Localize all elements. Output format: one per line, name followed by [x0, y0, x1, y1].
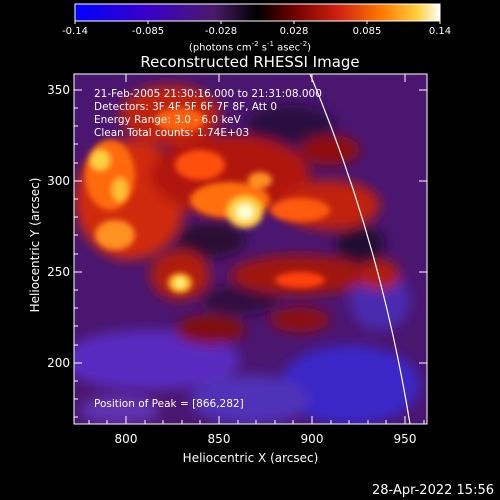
timestamp: 28-Apr-2022 15:56 — [372, 483, 494, 498]
peak-position: Position of Peak = [866,282] — [94, 398, 244, 410]
y-tick-label: 300 — [47, 174, 70, 188]
colorbar-units: (photons cm-2 s-1 asec-2) — [188, 40, 312, 54]
colorbar-ticks — [74, 21, 441, 24]
x-axis-ticks — [88, 74, 425, 424]
info-line-counts: Clean Total counts: 1.74E+03 — [94, 127, 250, 139]
info-line-energy: Energy Range: 3.0 - 6.0 keV — [94, 114, 241, 126]
colorbar-tick-label: 0.085 — [352, 26, 382, 37]
x-tick-label: 850 — [207, 432, 231, 446]
colorbar-tick-label: -0.085 — [131, 26, 165, 37]
colorbar — [74, 3, 441, 24]
info-line-detectors: Detectors: 3F 4F 5F 6F 7F 8F, Att 0 — [94, 101, 278, 113]
colorbar-tick-label: 0.14 — [428, 26, 452, 37]
y-axis-ticks — [74, 89, 427, 418]
plot-frame — [73, 73, 428, 425]
info-line-time: 21-Feb-2005 21:30:16.000 to 21:31:08.000 — [94, 88, 322, 100]
x-tick-label: 800 — [114, 432, 138, 446]
x-tick-label: 900 — [300, 432, 324, 446]
colorbar-gradient — [74, 3, 441, 22]
y-axis-label: Heliocentric Y (arcsec) — [28, 177, 42, 313]
solar-limb — [309, 74, 411, 424]
colorbar-tick-label: 0.028 — [279, 26, 309, 37]
y-tick-label: 250 — [47, 265, 70, 279]
colorbar-tick-label: -0.14 — [62, 26, 88, 37]
x-axis-label: Heliocentric X (arcsec) — [182, 451, 319, 465]
y-tick-label: 350 — [47, 83, 70, 97]
y-tick-label: 200 — [47, 356, 70, 370]
x-tick-label: 950 — [393, 432, 417, 446]
colorbar-tick-label: -0.028 — [204, 26, 238, 37]
plot-title: Reconstructed RHESSI Image — [140, 53, 360, 71]
